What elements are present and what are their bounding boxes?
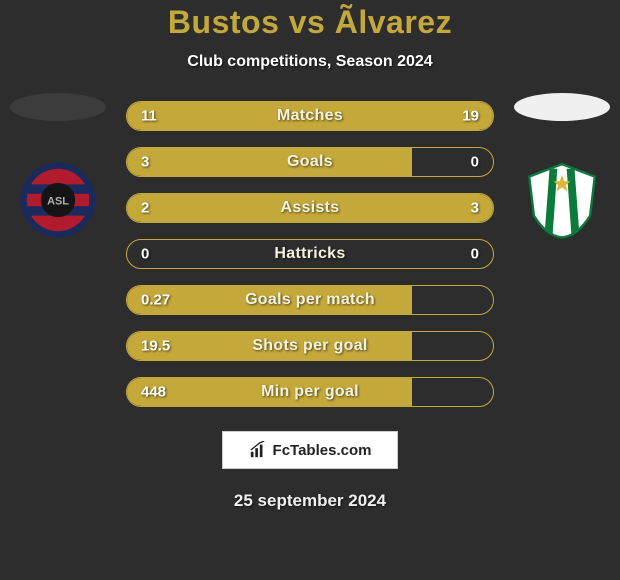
stat-value-right: 19 [462, 108, 479, 125]
right-column [512, 93, 612, 239]
stat-bar: 0.27 Goals per match [126, 285, 494, 315]
right-shadow-ellipse [514, 93, 610, 121]
page-title: Bustos vs Ãlvarez [168, 4, 452, 41]
stat-value-left: 448 [141, 384, 166, 401]
stat-value-right: 0 [471, 246, 479, 263]
stat-bar: 11 Matches 19 [126, 101, 494, 131]
stat-label: Assists [280, 199, 339, 217]
svg-text:ASL: ASL [47, 196, 69, 208]
stat-bar: 2 Assists 3 [126, 193, 494, 223]
stats-column: 11 Matches 19 3 Goals 0 2 Assists 3 0 Hattricks 0 0.… [126, 101, 494, 407]
subtitle: Club competitions, Season 2024 [187, 53, 432, 71]
left-shadow-ellipse [10, 93, 106, 121]
san-lorenzo-crest-icon: ASL [19, 161, 97, 239]
stat-label: Goals [287, 153, 333, 171]
banfield-crest-icon [523, 161, 601, 239]
stat-bar: 3 Goals 0 [126, 147, 494, 177]
stat-value-left: 11 [141, 108, 157, 125]
stat-value-left: 2 [141, 200, 149, 217]
stat-value-right: 3 [471, 200, 479, 217]
stat-bar: 448 Min per goal [126, 377, 494, 407]
main-area: ASL 11 Matches 19 3 Goals 0 2 Assists 3 0 Hattrick… [0, 101, 620, 407]
right-team-badge [523, 161, 601, 239]
stat-label: Goals per match [245, 291, 375, 309]
footer-brand[interactable]: FcTables.com [222, 431, 398, 469]
stat-bar: 0 Hattricks 0 [126, 239, 494, 269]
stat-label: Matches [277, 107, 343, 125]
stat-value-left: 3 [141, 154, 149, 171]
date-label: 25 september 2024 [234, 491, 386, 511]
stat-label: Hattricks [274, 245, 345, 263]
stat-value-left: 0.27 [141, 292, 170, 309]
stat-bar: 19.5 Shots per goal [126, 331, 494, 361]
chart-icon [249, 441, 267, 459]
stat-value-left: 19.5 [141, 338, 170, 355]
stat-label: Min per goal [261, 383, 359, 401]
footer-brand-label: FcTables.com [273, 442, 372, 459]
left-team-badge: ASL [19, 161, 97, 239]
left-column: ASL [8, 93, 108, 239]
stat-value-right: 0 [471, 154, 479, 171]
root: Bustos vs Ãlvarez Club competitions, Sea… [0, 0, 620, 580]
stat-fill-left [127, 148, 412, 176]
stat-value-left: 0 [141, 246, 149, 263]
stat-label: Shots per goal [252, 337, 367, 355]
